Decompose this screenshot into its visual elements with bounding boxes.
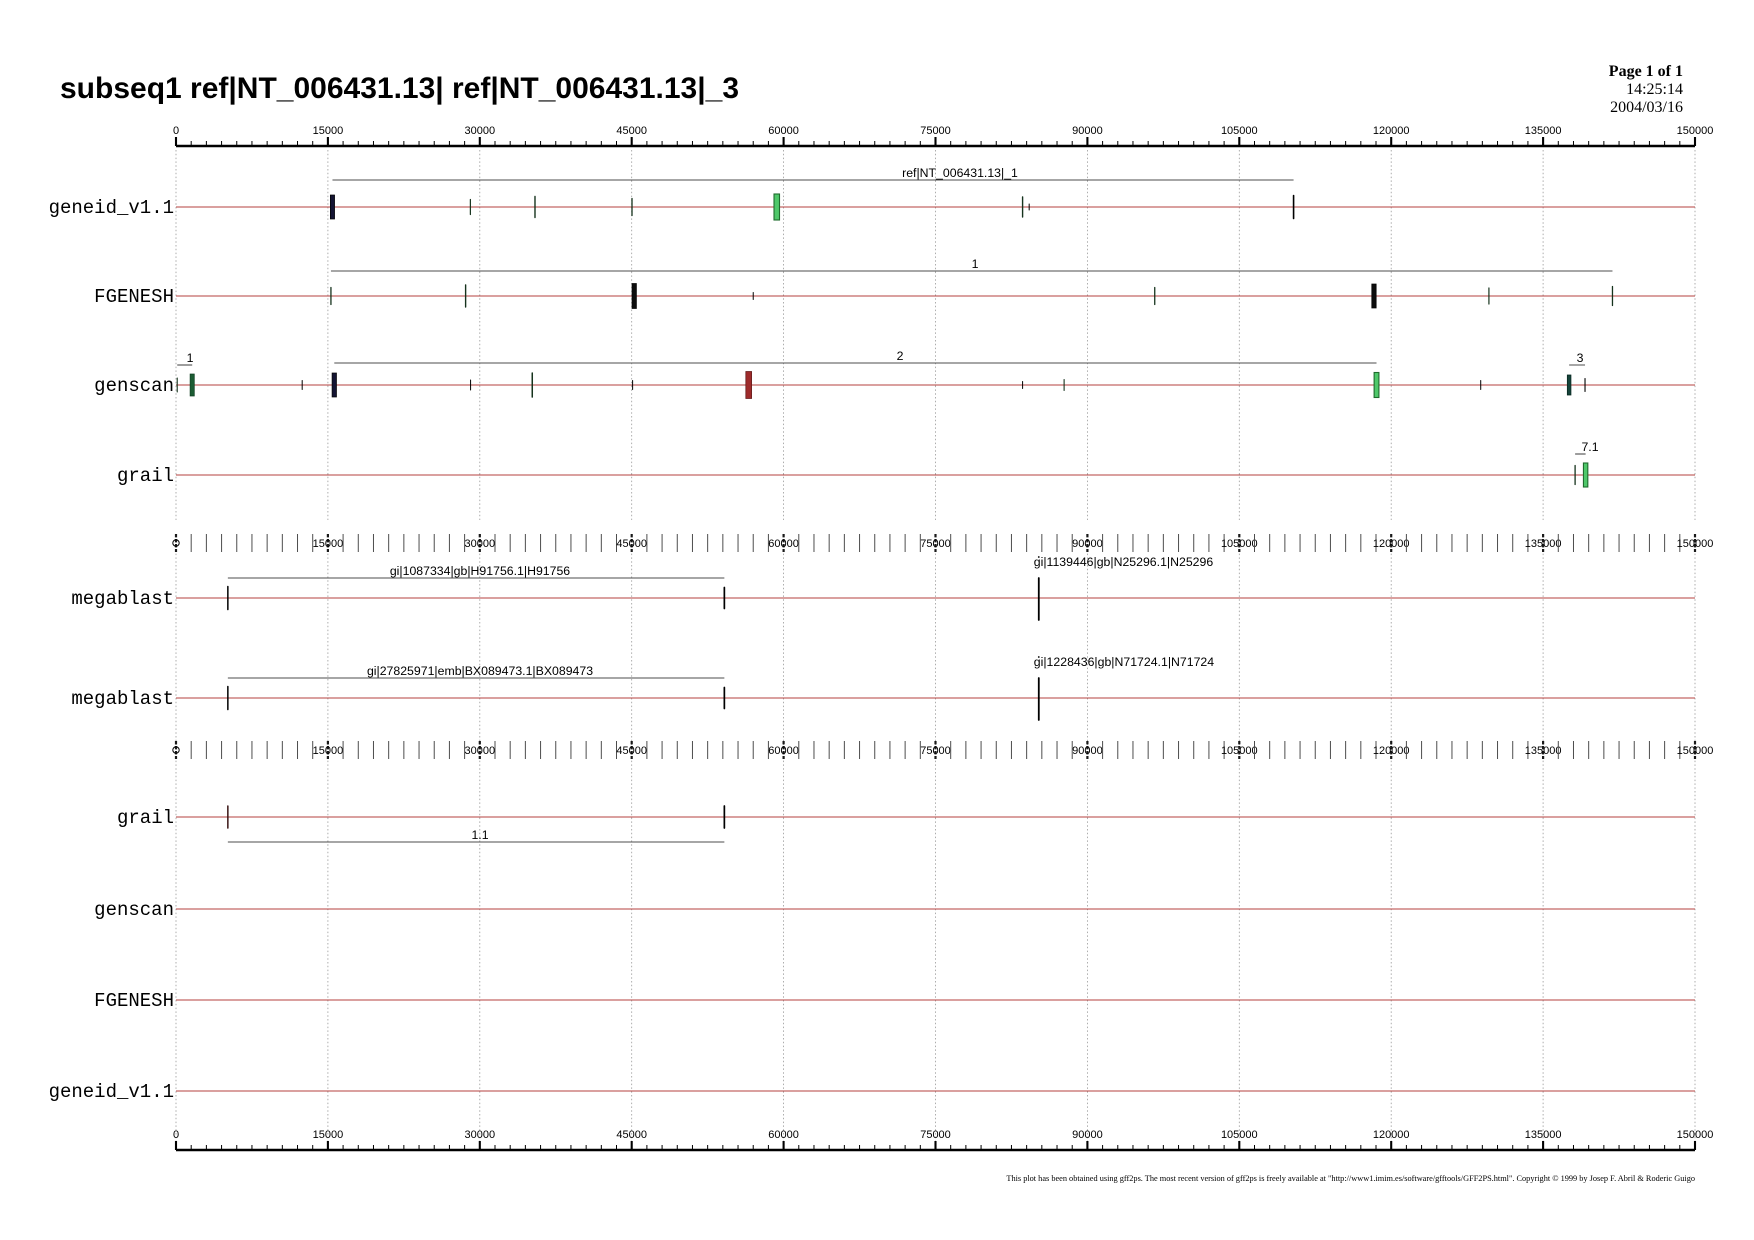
svg-text:135000: 135000 bbox=[1525, 1129, 1562, 1141]
svg-text:1.1: 1.1 bbox=[471, 828, 488, 842]
svg-text:60000: 60000 bbox=[768, 125, 799, 137]
svg-text:150000: 150000 bbox=[1677, 125, 1714, 137]
svg-text:45000: 45000 bbox=[616, 1129, 647, 1141]
svg-text:120000: 120000 bbox=[1373, 1129, 1410, 1141]
svg-text:genscan: genscan bbox=[94, 899, 174, 921]
svg-text:megablast: megablast bbox=[71, 588, 174, 610]
svg-text:0: 0 bbox=[173, 125, 179, 137]
svg-text:105000: 105000 bbox=[1221, 125, 1258, 137]
svg-text:30000: 30000 bbox=[465, 125, 496, 137]
svg-text:60000: 60000 bbox=[768, 538, 799, 550]
svg-text:60000: 60000 bbox=[768, 1129, 799, 1141]
svg-text:megablast: megablast bbox=[71, 688, 174, 710]
svg-text:120000: 120000 bbox=[1373, 538, 1410, 550]
svg-text:0: 0 bbox=[173, 1129, 179, 1141]
svg-text:geneid_v1.1: geneid_v1.1 bbox=[49, 1081, 174, 1103]
svg-text:90000: 90000 bbox=[1072, 1129, 1103, 1141]
svg-text:15000: 15000 bbox=[313, 538, 344, 550]
svg-text:135000: 135000 bbox=[1525, 125, 1562, 137]
svg-text:genscan: genscan bbox=[94, 375, 174, 397]
svg-text:FGENESH: FGENESH bbox=[94, 990, 174, 1012]
svg-text:gi|1139446|gb|N25296.1|N25296: gi|1139446|gb|N25296.1|N25296 bbox=[1034, 555, 1214, 569]
svg-text:gi|27825971|emb|BX089473.1|BX0: gi|27825971|emb|BX089473.1|BX089473 bbox=[367, 664, 593, 678]
svg-text:105000: 105000 bbox=[1221, 1129, 1258, 1141]
svg-text:FGENESH: FGENESH bbox=[94, 286, 174, 308]
svg-text:120000: 120000 bbox=[1373, 125, 1410, 137]
svg-text:2004/03/16: 2004/03/16 bbox=[1610, 99, 1683, 116]
svg-text:Page 1 of 1: Page 1 of 1 bbox=[1609, 63, 1683, 80]
svg-text:geneid_v1.1: geneid_v1.1 bbox=[49, 197, 174, 219]
svg-text:105000: 105000 bbox=[1221, 745, 1258, 757]
svg-text:135000: 135000 bbox=[1525, 745, 1562, 757]
svg-text:45000: 45000 bbox=[616, 125, 647, 137]
svg-text:7.1: 7.1 bbox=[1581, 440, 1598, 454]
svg-text:150000: 150000 bbox=[1677, 538, 1714, 550]
svg-text:30000: 30000 bbox=[465, 745, 496, 757]
svg-text:30000: 30000 bbox=[465, 538, 496, 550]
svg-text:75000: 75000 bbox=[920, 1129, 951, 1141]
svg-text:15000: 15000 bbox=[313, 1129, 344, 1141]
svg-text:90000: 90000 bbox=[1072, 745, 1103, 757]
svg-text:grail: grail bbox=[117, 465, 174, 487]
svg-text:90000: 90000 bbox=[1072, 538, 1103, 550]
svg-text:1: 1 bbox=[187, 351, 194, 365]
svg-text:45000: 45000 bbox=[616, 745, 647, 757]
svg-text:15000: 15000 bbox=[313, 745, 344, 757]
svg-text:45000: 45000 bbox=[616, 538, 647, 550]
svg-text:30000: 30000 bbox=[465, 1129, 496, 1141]
svg-text:150000: 150000 bbox=[1677, 745, 1714, 757]
svg-text:90000: 90000 bbox=[1072, 125, 1103, 137]
svg-text:120000: 120000 bbox=[1373, 745, 1410, 757]
svg-text:75000: 75000 bbox=[920, 745, 951, 757]
svg-text:60000: 60000 bbox=[768, 745, 799, 757]
svg-text:ref|NT_006431.13|_1: ref|NT_006431.13|_1 bbox=[902, 166, 1018, 180]
svg-text:grail: grail bbox=[117, 807, 174, 829]
svg-text:3: 3 bbox=[1577, 351, 1584, 365]
svg-text:75000: 75000 bbox=[920, 125, 951, 137]
svg-text:105000: 105000 bbox=[1221, 538, 1258, 550]
svg-text:This plot has been obtained us: This plot has been obtained using gff2ps… bbox=[1006, 1174, 1695, 1183]
svg-text:150000: 150000 bbox=[1677, 1129, 1714, 1141]
svg-text:gi|1228436|gb|N71724.1|N71724: gi|1228436|gb|N71724.1|N71724 bbox=[1034, 655, 1214, 669]
svg-text:subseq1 ref|NT_006431.13| ref|: subseq1 ref|NT_006431.13| ref|NT_006431.… bbox=[60, 72, 739, 105]
svg-text:2: 2 bbox=[897, 349, 904, 363]
svg-text:15000: 15000 bbox=[313, 125, 344, 137]
svg-text:135000: 135000 bbox=[1525, 538, 1562, 550]
svg-text:75000: 75000 bbox=[920, 538, 951, 550]
svg-text:gi|1087334|gb|H91756.1|H91756: gi|1087334|gb|H91756.1|H91756 bbox=[390, 564, 570, 578]
svg-text:1: 1 bbox=[972, 257, 979, 271]
svg-text:14:25:14: 14:25:14 bbox=[1626, 81, 1683, 98]
